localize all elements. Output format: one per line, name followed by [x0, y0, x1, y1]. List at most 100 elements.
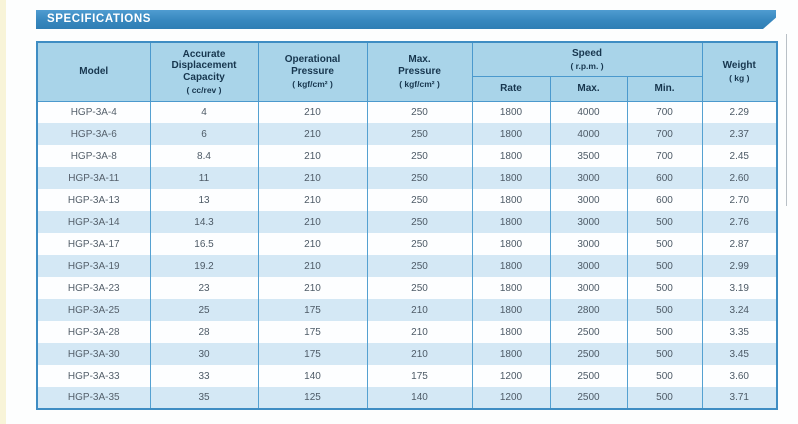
speed-rate-cell: 1800 — [471, 101, 551, 123]
weight-cell: 2.76 — [701, 211, 778, 233]
speed-rate-cell: 1200 — [471, 365, 551, 387]
speed-max-cell: 4000 — [549, 101, 628, 123]
table-row: HGP-3A-30 30 175 210 1800 2500 500 3.45 — [36, 343, 778, 365]
model-cell: HGP-3A-30 — [36, 343, 151, 365]
speed-min-cell: 700 — [626, 145, 703, 167]
speed-max-cell: 2500 — [549, 387, 628, 409]
speed-max-cell: 3000 — [549, 167, 628, 189]
speed-rate-cell: 1800 — [471, 277, 551, 299]
speed-min-cell: 700 — [626, 101, 703, 123]
col-header-model-label: Model — [79, 65, 109, 77]
operational-pressure-cell: 210 — [257, 233, 368, 255]
col-header-speed-min: Min. — [626, 75, 703, 102]
weight-cell: 2.87 — [701, 233, 778, 255]
col-header-speed-label: Speed — [571, 47, 602, 59]
displacement-cell: 6 — [149, 123, 259, 145]
model-cell: HGP-3A-19 — [36, 255, 151, 277]
speed-min-cell: 500 — [626, 255, 703, 277]
col-header-operational-pressure: Operational Pressure ( kgf/cm² ) — [257, 41, 368, 102]
operational-pressure-cell: 210 — [257, 277, 368, 299]
operational-pressure-cell: 210 — [257, 189, 368, 211]
page-edge-line — [786, 34, 787, 206]
table-row: HGP-3A-28 28 175 210 1800 2500 500 3.35 — [36, 321, 778, 343]
weight-cell: 2.70 — [701, 189, 778, 211]
col-header-displacement-label: Accurate Displacement Capacity — [171, 48, 237, 84]
speed-min-cell: 500 — [626, 233, 703, 255]
col-header-displacement-unit: ( cc/rev ) — [186, 84, 222, 95]
speed-rate-cell: 1800 — [471, 189, 551, 211]
speed-max-cell: 3000 — [549, 255, 628, 277]
model-cell: HGP-3A-35 — [36, 387, 151, 409]
speed-rate-cell: 1800 — [471, 211, 551, 233]
col-header-model: Model — [36, 41, 151, 102]
table-body: HGP-3A-4 4 210 250 1800 4000 700 2.29 HGP-3A-6 6 2… — [36, 101, 778, 409]
weight-cell: 3.71 — [701, 387, 778, 409]
speed-rate-cell: 1800 — [471, 123, 551, 145]
col-header-displacement: Accurate Displacement Capacity ( cc/rev … — [149, 41, 259, 102]
model-cell: HGP-3A-13 — [36, 189, 151, 211]
operational-pressure-cell: 175 — [257, 343, 368, 365]
model-cell: HGP-3A-8 — [36, 145, 151, 167]
speed-max-cell: 4000 — [549, 123, 628, 145]
speed-min-cell: 500 — [626, 365, 703, 387]
speed-max-cell: 2500 — [549, 365, 628, 387]
operational-pressure-cell: 210 — [257, 211, 368, 233]
max-pressure-cell: 210 — [366, 321, 473, 343]
displacement-cell: 14.3 — [149, 211, 259, 233]
table-row: HGP-3A-14 14.3 210 250 1800 3000 500 2.76 — [36, 211, 778, 233]
max-pressure-cell: 210 — [366, 343, 473, 365]
speed-min-cell: 600 — [626, 189, 703, 211]
col-header-operational-pressure-label: Operational Pressure — [284, 54, 341, 78]
col-header-weight-unit: ( kg ) — [729, 73, 750, 84]
speed-min-cell: 500 — [626, 321, 703, 343]
speed-max-cell: 3000 — [549, 277, 628, 299]
model-cell: HGP-3A-33 — [36, 365, 151, 387]
col-header-weight-label: Weight — [722, 60, 756, 72]
model-cell: HGP-3A-17 — [36, 233, 151, 255]
speed-rate-cell: 1800 — [471, 343, 551, 365]
col-header-max-pressure-unit: ( kgf/cm² ) — [399, 79, 440, 90]
operational-pressure-cell: 210 — [257, 255, 368, 277]
col-header-speed-unit: ( r.p.m. ) — [570, 60, 604, 71]
displacement-cell: 25 — [149, 299, 259, 321]
speed-max-cell: 2500 — [549, 321, 628, 343]
speed-min-cell: 700 — [626, 123, 703, 145]
displacement-cell: 19.2 — [149, 255, 259, 277]
speed-min-cell: 500 — [626, 299, 703, 321]
table-row: HGP-3A-6 6 210 250 1800 4000 700 2.37 — [36, 123, 778, 145]
speed-rate-cell: 1800 — [471, 167, 551, 189]
model-cell: HGP-3A-4 — [36, 101, 151, 123]
model-cell: HGP-3A-23 — [36, 277, 151, 299]
model-cell: HGP-3A-25 — [36, 299, 151, 321]
speed-rate-cell: 1800 — [471, 299, 551, 321]
max-pressure-cell: 250 — [366, 277, 473, 299]
speed-max-cell: 3000 — [549, 189, 628, 211]
weight-cell: 3.60 — [701, 365, 778, 387]
max-pressure-cell: 250 — [366, 189, 473, 211]
speed-max-cell: 2800 — [549, 299, 628, 321]
max-pressure-cell: 175 — [366, 365, 473, 387]
speed-rate-cell: 1800 — [471, 145, 551, 167]
displacement-cell: 28 — [149, 321, 259, 343]
displacement-cell: 23 — [149, 277, 259, 299]
weight-cell: 3.19 — [701, 277, 778, 299]
col-header-speed-group: Speed ( r.p.m. ) — [471, 41, 703, 77]
table-row: HGP-3A-8 8.4 210 250 1800 3500 700 2.45 — [36, 145, 778, 167]
max-pressure-cell: 250 — [366, 211, 473, 233]
table-row: HGP-3A-23 23 210 250 1800 3000 500 3.19 — [36, 277, 778, 299]
banner-title: SPECIFICATIONS — [47, 13, 152, 25]
max-pressure-cell: 250 — [366, 233, 473, 255]
table-row: HGP-3A-35 35 125 140 1200 2500 500 3.71 — [36, 387, 778, 409]
operational-pressure-cell: 175 — [257, 299, 368, 321]
table-row: HGP-3A-11 11 210 250 1800 3000 600 2.60 — [36, 167, 778, 189]
max-pressure-cell: 250 — [366, 101, 473, 123]
table-row: HGP-3A-25 25 175 210 1800 2800 500 3.24 — [36, 299, 778, 321]
displacement-cell: 33 — [149, 365, 259, 387]
weight-cell: 2.37 — [701, 123, 778, 145]
displacement-cell: 8.4 — [149, 145, 259, 167]
displacement-cell: 35 — [149, 387, 259, 409]
col-header-operational-pressure-unit: ( kgf/cm² ) — [292, 79, 333, 90]
speed-max-cell: 2500 — [549, 343, 628, 365]
operational-pressure-cell: 210 — [257, 145, 368, 167]
